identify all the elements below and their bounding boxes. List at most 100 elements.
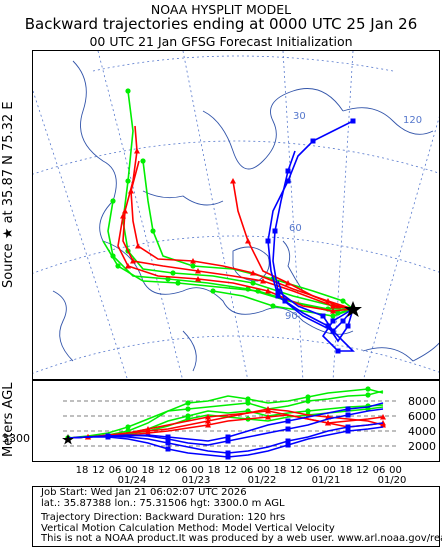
job-info-footer: Job Start: Wed Jan 21 06:02:07 UTC 2026 … — [32, 486, 442, 547]
red-trajectory-marker — [230, 178, 236, 184]
time-tick-label: 06 — [174, 465, 188, 476]
green-trajectory-marker — [150, 228, 156, 234]
blue-trajectory-marker — [285, 178, 291, 184]
date-label-0121: 01/21 — [311, 475, 341, 486]
start-height-label: 3300 — [2, 432, 30, 445]
ytick-8000: 8000 — [408, 395, 436, 408]
red-height-marker — [205, 418, 211, 424]
red-trajectory-marker — [190, 258, 196, 264]
lat-label-90: 90 — [285, 311, 298, 322]
lat-label-60: 60 — [289, 223, 302, 234]
red-trajectory-marker — [245, 238, 251, 244]
blue-trajectory-marker — [320, 313, 326, 319]
red-trajectory-marker — [135, 243, 141, 249]
red-height-marker — [265, 414, 271, 420]
time-tick-label: 00 — [191, 465, 204, 476]
green-trajectory-marker — [210, 288, 216, 294]
blue-trajectory-marker — [282, 298, 288, 304]
blue-trajectory-marker — [350, 118, 356, 124]
red-trajectory-marker — [122, 208, 128, 214]
ytick-4000: 4000 — [408, 425, 436, 438]
red-trajectory-marker — [265, 288, 271, 294]
green-trajectory-marker — [340, 298, 346, 304]
green-trajectory-marker — [110, 198, 116, 204]
green-trajectory-marker — [165, 276, 171, 282]
blue-height-marker — [285, 438, 291, 444]
blue-trajectory-marker — [310, 138, 316, 144]
map-svg: 30 60 90 120 — [33, 51, 439, 379]
red-trajectory-marker — [250, 270, 256, 276]
red-trajectory-marker — [120, 213, 126, 219]
date-label-0124: 01/24 — [117, 475, 147, 486]
blue-height-marker — [345, 428, 351, 434]
time-tick-label: 18 — [273, 465, 287, 476]
location-line: lat.: 35.87388 lon.: 75.31506 hgt: 3300.… — [41, 497, 285, 509]
green-trajectory-marker — [270, 303, 276, 309]
green-height-marker — [125, 424, 131, 430]
blue-height-marker — [285, 426, 291, 432]
red-height-marker — [145, 430, 151, 436]
ytick-6000: 6000 — [408, 410, 436, 423]
green-trajectory-line — [142, 160, 354, 310]
red-trajectory-marker — [125, 263, 131, 269]
red-trajectory-line — [117, 215, 354, 312]
blue-trajectory-marker — [335, 348, 341, 354]
blue-height-marker — [285, 442, 291, 448]
red-trajectory-marker — [195, 276, 201, 282]
blue-height-marker — [345, 412, 351, 418]
blue-height-marker — [225, 454, 231, 460]
start-star-icon — [62, 434, 74, 445]
green-trajectory-marker — [125, 88, 131, 94]
blue-height-marker — [165, 434, 171, 440]
blue-trajectory-marker — [345, 323, 351, 329]
blue-height-marker — [225, 434, 231, 440]
height-axis-label: Meters AGL — [1, 382, 16, 457]
blue-height-marker — [225, 438, 231, 444]
time-tick-label: 06 — [306, 465, 320, 476]
time-tick-label: 06 — [108, 465, 122, 476]
blue-trajectories — [265, 118, 356, 354]
green-height-marker — [365, 392, 371, 398]
red-height-marker — [265, 406, 271, 412]
blue-height-marker — [345, 406, 351, 412]
time-tick-label: 12 — [356, 465, 369, 476]
time-tick-label: 00 — [323, 465, 336, 476]
date-label-0120: 01/20 — [377, 475, 407, 486]
height-svg — [62, 386, 398, 460]
green-height-profiles — [65, 386, 384, 441]
blue-trajectory-marker — [275, 293, 281, 299]
blue-height-marker — [105, 433, 111, 439]
figure-subtitle: 00 UTC 21 Jan GFSG Forecast Initializati… — [89, 34, 353, 49]
green-height-line — [67, 390, 384, 439]
red-height-marker — [205, 414, 211, 420]
source-star-icon — [344, 301, 362, 317]
source-location-label: Source ★ at 35.87 N 75.32 E — [1, 101, 16, 288]
red-trajectory-marker — [330, 308, 336, 314]
green-trajectory-line — [122, 90, 354, 310]
green-trajectory-marker — [190, 263, 196, 269]
blue-height-marker — [165, 446, 171, 452]
green-trajectory-line — [212, 290, 354, 317]
red-height-marker — [325, 420, 331, 426]
green-trajectory-marker — [115, 263, 121, 269]
red-trajectory-marker — [330, 303, 336, 309]
red-height-marker — [380, 414, 386, 420]
time-tick-label: 12 — [158, 465, 171, 476]
blue-trajectory-marker — [325, 323, 331, 329]
green-height-marker — [185, 406, 191, 412]
red-trajectory-marker — [260, 278, 266, 284]
blue-height-marker — [285, 418, 291, 424]
red-trajectory-marker — [195, 268, 201, 274]
green-trajectory-marker — [330, 313, 336, 319]
date-label-0122: 01/22 — [247, 475, 277, 486]
red-trajectory-marker — [130, 258, 136, 264]
green-trajectory-marker — [175, 280, 181, 286]
green-trajectory-marker — [170, 270, 176, 276]
vertical-motion-line: Vertical Motion Calculation Method: Mode… — [41, 522, 335, 534]
blue-trajectory-marker — [265, 238, 271, 244]
time-tick-label: 00 — [389, 465, 402, 476]
disclaimer-line: This is not a NOAA product.It was produc… — [41, 533, 442, 544]
time-tick-label: 06 — [372, 465, 386, 476]
green-trajectory-marker — [125, 178, 131, 184]
